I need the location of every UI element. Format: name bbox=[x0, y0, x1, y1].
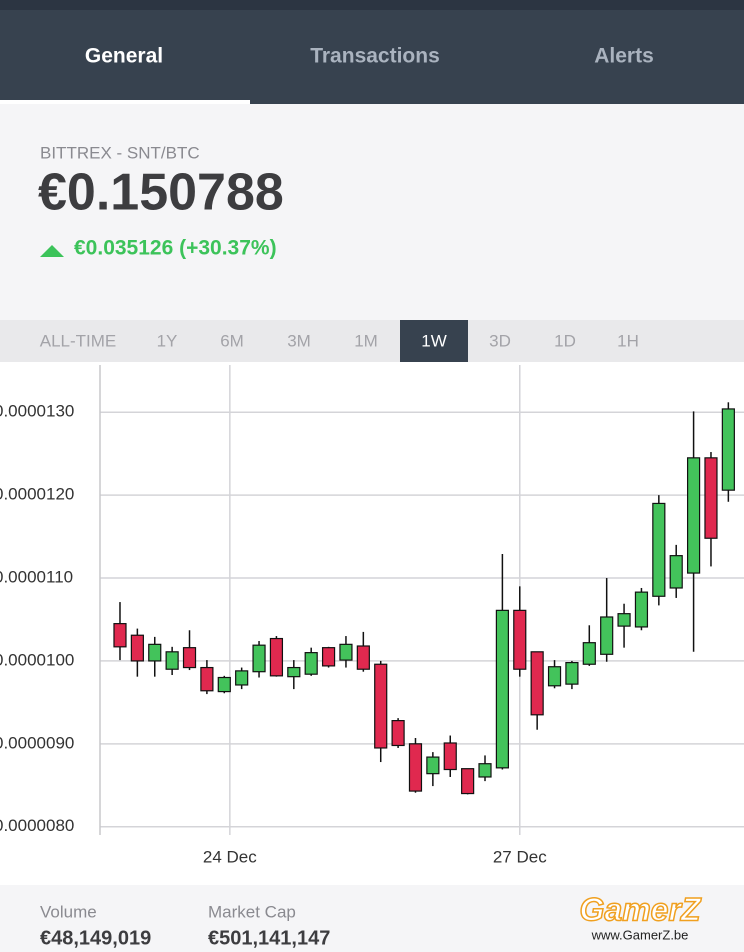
x-tick-label: 24 Dec bbox=[203, 847, 257, 866]
candle-body bbox=[217, 676, 231, 693]
tab[interactable]: Transactions bbox=[310, 45, 440, 68]
candle-body bbox=[165, 651, 179, 670]
candle-body bbox=[374, 663, 388, 749]
candle-body bbox=[113, 623, 127, 648]
stat-value: €501,141,147 bbox=[208, 927, 330, 949]
timeframe-bar bbox=[0, 320, 744, 362]
y-tick-label: 0.0000120 bbox=[0, 485, 74, 504]
candle-body bbox=[513, 609, 527, 670]
timeframe-option[interactable]: 6M bbox=[220, 331, 244, 350]
candle-body bbox=[461, 768, 475, 795]
candle-body bbox=[304, 652, 318, 675]
candle-body bbox=[130, 634, 144, 662]
candle-body bbox=[235, 670, 249, 686]
candle-body bbox=[721, 408, 735, 491]
candle-body bbox=[391, 720, 405, 747]
candle-body bbox=[339, 643, 353, 661]
price: €0.150788 bbox=[38, 164, 284, 222]
candle-body bbox=[356, 645, 370, 670]
quote-panel bbox=[0, 104, 744, 320]
y-tick-label: 0.0000090 bbox=[0, 733, 74, 752]
candle-body bbox=[269, 637, 284, 677]
tab-bar bbox=[0, 0, 744, 104]
status-strip bbox=[0, 0, 744, 10]
candle-body bbox=[600, 616, 614, 655]
candle-body bbox=[547, 666, 562, 687]
chart-area bbox=[0, 362, 744, 885]
up-arrow bbox=[40, 245, 64, 257]
stat-label: Market Cap bbox=[208, 902, 296, 921]
candle-body bbox=[478, 763, 492, 778]
candle-body bbox=[704, 457, 718, 539]
tab-indicator bbox=[0, 100, 250, 104]
watermark-url: www.GamerZ.be bbox=[591, 927, 689, 942]
timeframe-selected bbox=[400, 320, 468, 362]
timeframe-option[interactable]: 1H bbox=[617, 331, 639, 350]
candle-body bbox=[182, 647, 197, 669]
y-tick-label: 0.0000130 bbox=[0, 402, 74, 421]
stat-value: €48,149,019 bbox=[40, 927, 151, 949]
candle-body bbox=[669, 555, 683, 589]
candle-body bbox=[565, 661, 579, 685]
stat-label: Volume bbox=[40, 902, 97, 921]
candle-body bbox=[426, 756, 440, 775]
candle-body bbox=[252, 644, 266, 673]
candle-body bbox=[582, 642, 596, 665]
x-tick-label: 27 Dec bbox=[493, 847, 547, 866]
candle-body bbox=[617, 613, 631, 627]
candle-body bbox=[408, 743, 423, 792]
timeframe-option[interactable]: 1W bbox=[421, 331, 447, 350]
timeframe-option[interactable]: 1M bbox=[354, 331, 378, 350]
candle-body bbox=[652, 502, 666, 597]
timeframe-option[interactable]: 3M bbox=[287, 331, 311, 350]
candle-body bbox=[443, 742, 457, 771]
candle-body bbox=[530, 651, 544, 716]
y-tick-label: 0.0000100 bbox=[0, 650, 74, 669]
tab[interactable]: General bbox=[85, 45, 163, 68]
watermark-logo: GamerZ bbox=[580, 891, 702, 927]
price-change: €0.035126 (+30.37%) bbox=[74, 237, 277, 260]
candle-body bbox=[200, 666, 214, 692]
timeframe-option[interactable]: ALL-TIME bbox=[40, 331, 117, 350]
candle-body bbox=[321, 647, 336, 667]
timeframe-option[interactable]: 1D bbox=[554, 331, 576, 350]
timeframe-option[interactable]: 3D bbox=[489, 331, 511, 350]
candle-body bbox=[686, 457, 701, 574]
candle-body bbox=[148, 643, 162, 662]
footer bbox=[0, 885, 744, 952]
y-tick-label: 0.0000110 bbox=[0, 568, 73, 587]
candle-body bbox=[634, 591, 649, 628]
market-name: BITTREX - SNT/BTC bbox=[40, 143, 200, 162]
timeframe-option[interactable]: 1Y bbox=[157, 331, 178, 350]
candle-body bbox=[287, 666, 301, 678]
candle-body bbox=[495, 609, 509, 769]
tab[interactable]: Alerts bbox=[594, 45, 654, 68]
y-tick-label: 0.0000080 bbox=[0, 816, 74, 835]
